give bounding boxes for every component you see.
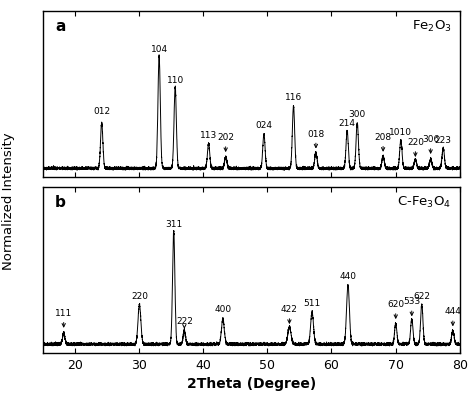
Text: Fe$_2$O$_3$: Fe$_2$O$_3$ [411, 19, 451, 34]
Text: 012: 012 [93, 107, 110, 116]
Text: 620: 620 [387, 300, 404, 318]
Text: 400: 400 [214, 304, 231, 314]
Text: 422: 422 [281, 304, 298, 323]
Text: 223: 223 [435, 135, 452, 144]
Text: 622: 622 [413, 291, 430, 300]
Text: 444: 444 [445, 307, 461, 326]
Text: 220: 220 [131, 292, 148, 301]
Text: 533: 533 [403, 297, 420, 316]
Text: 511: 511 [303, 299, 321, 308]
Text: a: a [55, 19, 65, 34]
Text: 202: 202 [217, 133, 234, 152]
Text: 306: 306 [422, 135, 439, 154]
Text: 222: 222 [176, 317, 193, 328]
Text: 300: 300 [348, 110, 366, 119]
Text: 440: 440 [339, 272, 356, 281]
Text: C-Fe$_3$O$_4$: C-Fe$_3$O$_4$ [397, 194, 451, 209]
Text: 311: 311 [165, 220, 182, 229]
Text: 024: 024 [255, 121, 273, 130]
Text: 018: 018 [307, 129, 325, 148]
Text: 220: 220 [407, 138, 424, 157]
X-axis label: 2Theta (Degree): 2Theta (Degree) [187, 376, 316, 390]
Text: 113: 113 [200, 130, 217, 139]
Text: b: b [55, 194, 66, 209]
Text: 111: 111 [55, 308, 73, 327]
Text: 116: 116 [285, 93, 302, 102]
Text: Normalized Intensity: Normalized Intensity [2, 132, 15, 269]
Text: 104: 104 [151, 45, 168, 54]
Text: 208: 208 [374, 133, 392, 152]
Text: 214: 214 [338, 119, 356, 128]
Text: 110: 110 [166, 76, 184, 85]
Text: 1010: 1010 [389, 128, 412, 137]
